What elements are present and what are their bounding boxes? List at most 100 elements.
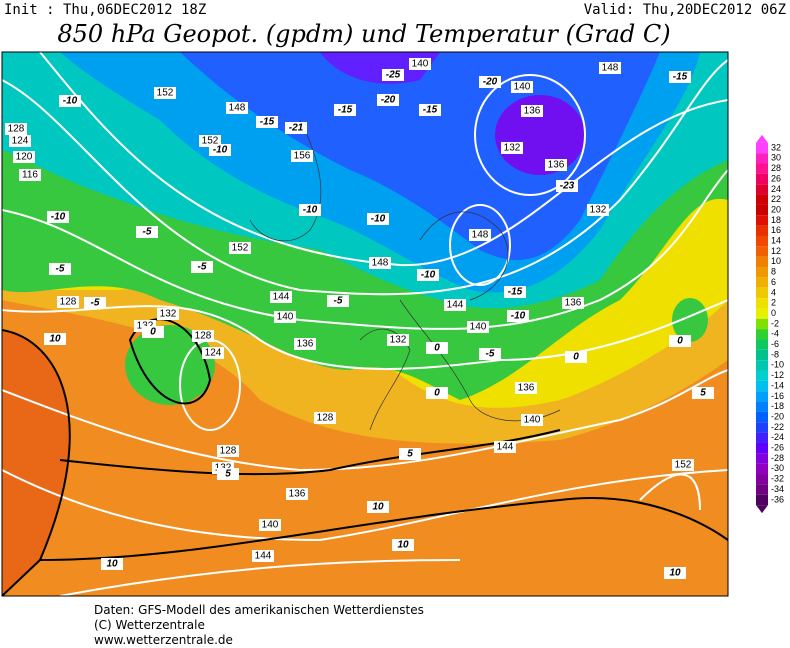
legend-swatch [756,204,768,216]
geopotential-label: 144 [497,442,514,453]
temperature-label-box [84,297,106,309]
temperature-label-box [556,180,578,192]
temperature-label: -15 [260,117,275,128]
geopotential-label: 156 [294,151,311,162]
legend-swatch [756,184,768,195]
geopotential-label: 152 [157,88,174,99]
temperature-label: 0 [434,388,440,399]
geopotential-label: 140 [277,312,294,323]
legend-label: -8 [771,349,779,359]
temperature-label-box [392,539,414,551]
legend-swatch [756,391,768,402]
geopotential-label: 128 [195,331,212,342]
geopotential-label-box [501,142,523,154]
temperature-label: -10 [421,270,436,281]
geopotential-label-box [229,242,251,254]
temperature-label: 0 [677,336,683,347]
legend-swatch [756,277,768,288]
geopotential-label-box [494,441,516,453]
footer-line: www.wetterzentrale.de [94,633,233,647]
temperature-label: 5 [407,449,413,460]
geopotential-label: 144 [447,300,464,311]
temperature-label: -20 [381,95,396,106]
temperature-label: -10 [511,311,526,322]
geopotential-label-box [409,58,431,70]
legend-swatch [756,432,768,443]
temperature-label-box [327,295,349,307]
geopotential-label: 152 [232,243,249,254]
geopotential-label: 128 [220,446,237,457]
legend-label: 18 [771,215,781,225]
legend-label: -14 [771,380,784,390]
temperature-label: -10 [303,205,318,216]
geopotential-label-box [192,330,214,342]
geopotential-label-box [515,382,537,394]
geopotential-label-box [294,338,316,350]
temperature-label-box [504,286,526,298]
temperature-label-box [479,348,501,360]
legend-swatch [756,225,768,236]
temperature-label-box [217,468,239,480]
temperature-label-box [479,76,501,88]
geopotential-label-box [545,159,567,171]
legend-swatch [756,142,768,154]
legend-swatch [756,474,768,485]
legend-swatch [756,246,768,257]
temperature-label: 10 [669,568,681,579]
legend-label: 12 [771,246,781,256]
geopotential-label-box [521,105,543,117]
geopotential-label-box [599,62,621,74]
temperature-label: -23 [560,181,575,192]
legend-label: 24 [771,184,781,194]
legend-label: -22 [771,422,784,432]
geopotential-label: 128 [60,297,77,308]
legend-swatch [756,494,768,506]
legend-swatch [756,442,768,454]
geopotential-label-box [202,347,224,359]
temperature-label: -15 [508,287,523,298]
geopotential-label-box [672,459,694,471]
temperature-label: -10 [213,145,228,156]
geopotential-label: 144 [255,551,272,562]
temperature-label-box [191,261,213,273]
geopotential-label: 152 [675,460,692,471]
geopotential-label: 120 [16,152,33,163]
legend-label: -32 [771,474,784,484]
geopotential-label: 140 [412,59,429,70]
legend-label: 16 [771,225,781,235]
map-title: 850 hPa Geopot. (gpdm) und Temperatur (G… [57,20,670,48]
geopotential-label-box [274,311,296,323]
color-legend: 32302826242220181614121086420-2-4-6-8-10… [756,134,784,514]
legend-swatch [756,370,768,381]
geopotential-label: 140 [470,322,487,333]
legend-arrow [756,505,768,514]
geopotential-label: 132 [504,143,521,154]
temperature-label: 10 [397,540,409,551]
temperature-label-box [142,326,164,338]
temperature-label-box [44,333,66,345]
legend-label: -10 [771,360,784,370]
temperature-label: -5 [56,264,65,275]
legend-label: 6 [771,277,776,287]
legend-label: 10 [771,256,781,266]
legend-swatch [756,308,768,319]
temperature-label: 10 [49,334,61,345]
temperature-label-box [664,567,686,579]
legend-swatch [756,235,768,247]
legend-swatch [756,215,768,226]
footer-line: Daten: GFS-Modell des amerikanischen Wet… [94,603,424,617]
legend-swatch [756,401,768,412]
legend-swatch [756,360,768,371]
legend-label: -26 [771,443,784,453]
legend-swatch [756,484,768,495]
geopotential-label: 148 [372,258,389,269]
geopotential-label: 136 [297,339,314,350]
geopotential-label-box [291,150,313,162]
temperature-label: -5 [334,296,343,307]
legend-swatch [756,318,768,330]
geopotential-label: 148 [602,63,619,74]
geopotential-label-box [259,519,281,531]
temperature-label-box [367,213,389,225]
temperature-label: -15 [338,105,353,116]
valid-time: Valid: Thu,20DEC2012 06Z [584,2,786,18]
